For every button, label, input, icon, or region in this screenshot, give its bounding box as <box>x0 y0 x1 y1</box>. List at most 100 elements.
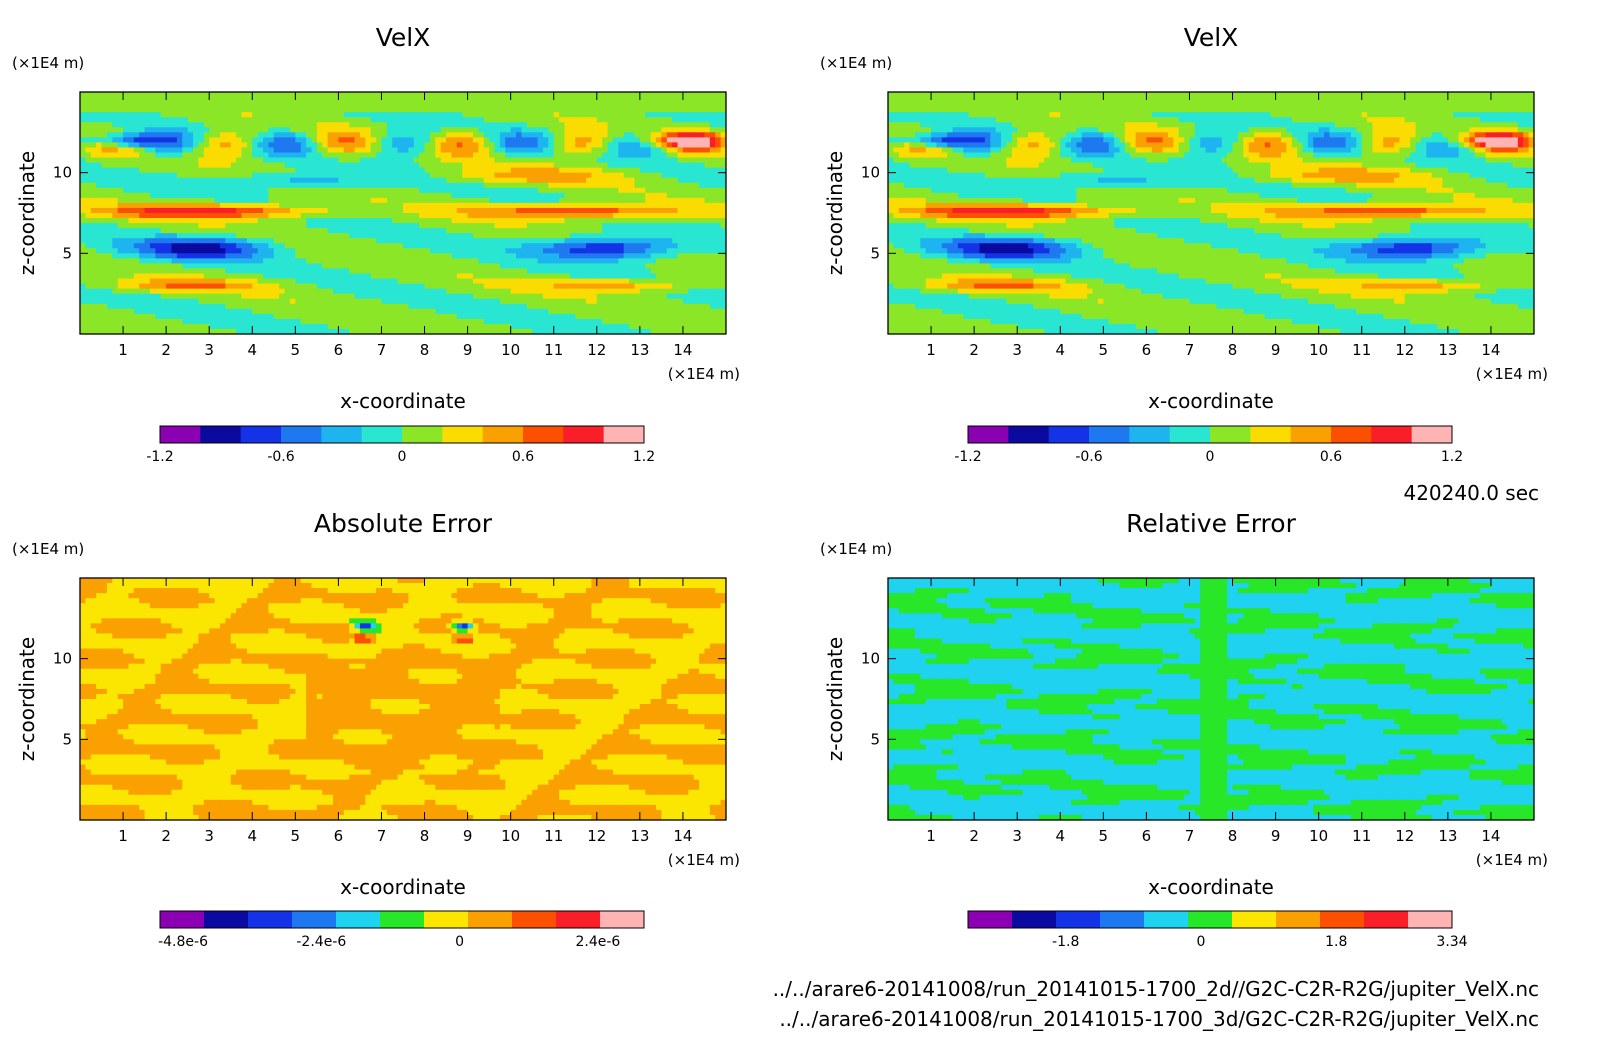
field-cell <box>397 228 404 234</box>
field-cell <box>424 137 431 144</box>
field-cell <box>650 132 657 138</box>
field-cell <box>639 268 646 275</box>
field-cell <box>634 107 641 113</box>
field-cell <box>602 92 609 98</box>
field-cell <box>171 223 178 229</box>
field-cell <box>715 192 722 199</box>
field-cell <box>699 162 706 169</box>
field-cell <box>193 92 200 98</box>
field-cell <box>171 127 178 133</box>
field-cell <box>645 207 652 214</box>
field-cell <box>612 127 619 133</box>
field-cell <box>489 157 496 164</box>
field-cell <box>284 132 291 138</box>
field-cell <box>699 147 706 154</box>
field-cell <box>704 288 711 295</box>
field-cell <box>569 167 576 174</box>
field-cell <box>720 268 726 275</box>
field-cell <box>424 132 431 138</box>
field-cell <box>672 192 679 199</box>
field-cell <box>693 122 700 128</box>
field-cell <box>349 233 356 239</box>
field-cell <box>666 177 673 184</box>
field-cell <box>516 207 523 214</box>
field-cell <box>569 147 576 154</box>
field-cell <box>639 273 646 280</box>
field-cell <box>451 243 458 249</box>
field-cell <box>424 107 431 113</box>
field-cell <box>219 228 226 234</box>
field-cell <box>209 253 216 259</box>
field-cell <box>682 243 689 249</box>
field-cell <box>386 218 393 224</box>
field-cell <box>90 233 97 239</box>
field-cell <box>166 288 173 295</box>
field-cell <box>602 283 609 290</box>
field-cell <box>193 142 200 149</box>
field-cell <box>559 197 566 204</box>
field-cell <box>176 298 183 305</box>
field-cell <box>209 192 216 199</box>
field-cell <box>446 233 453 239</box>
field-cell <box>149 223 156 229</box>
field-cell <box>682 132 689 138</box>
field-cell <box>203 228 210 234</box>
field-cell <box>591 228 598 234</box>
field-cell <box>198 172 205 179</box>
field-cell <box>656 238 662 244</box>
field-cell <box>311 263 318 270</box>
field-cell <box>451 288 458 295</box>
field-cell <box>128 182 135 189</box>
field-cell <box>365 192 372 199</box>
field-cell <box>559 278 566 285</box>
field-cell <box>607 132 614 138</box>
field-cell <box>333 122 339 128</box>
field-cell <box>381 263 388 270</box>
field-cell <box>343 147 350 154</box>
field-cell <box>645 273 652 280</box>
field-cell <box>650 223 657 229</box>
field-cell <box>709 142 716 149</box>
field-cell <box>602 147 609 154</box>
field-cell <box>505 197 512 204</box>
field-cell <box>128 92 135 98</box>
field-cell <box>634 172 641 179</box>
field-cell <box>661 142 668 149</box>
field-cell <box>198 97 205 103</box>
field-cell <box>440 233 447 239</box>
field-cell <box>542 293 549 300</box>
field-cell <box>591 127 598 133</box>
field-cell <box>720 142 726 149</box>
field-cell <box>96 202 103 209</box>
field-cell <box>327 263 334 270</box>
field-cell <box>230 182 237 189</box>
field-cell <box>139 273 146 280</box>
field-cell <box>553 187 560 194</box>
field-cell <box>241 172 248 179</box>
field-cell <box>123 223 130 229</box>
field-cell <box>327 253 334 259</box>
field-cell <box>451 97 458 103</box>
field-cell <box>564 127 571 133</box>
field-cell <box>273 202 280 209</box>
field-cell <box>693 207 700 214</box>
field-cell <box>139 197 146 204</box>
field-cell <box>289 273 296 280</box>
field-cell <box>273 263 280 270</box>
field-cell <box>203 197 210 204</box>
field-cell <box>263 142 270 149</box>
field-cell <box>403 248 409 254</box>
field-cell <box>85 197 92 204</box>
field-cell <box>569 228 576 234</box>
field-cell <box>693 132 700 138</box>
field-cell <box>548 92 555 98</box>
field-cell <box>160 293 167 300</box>
field-cell <box>311 228 318 234</box>
field-cell <box>516 288 523 295</box>
field-cell <box>548 248 555 254</box>
field-cell <box>225 263 232 270</box>
field-cell <box>440 182 447 189</box>
field-cell <box>499 197 506 204</box>
field-cell <box>144 258 151 265</box>
field-cell <box>688 167 695 174</box>
